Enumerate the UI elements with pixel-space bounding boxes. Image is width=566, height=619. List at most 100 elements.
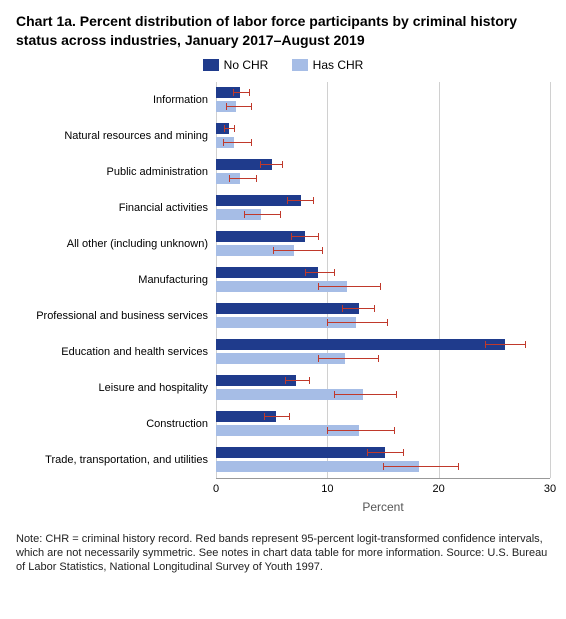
error-cap	[327, 427, 328, 434]
error-cap	[485, 341, 486, 348]
error-cap	[233, 89, 234, 96]
error-bar	[274, 250, 323, 251]
error-cap	[244, 211, 245, 218]
error-cap	[287, 197, 288, 204]
error-cap	[249, 89, 250, 96]
chart-title: Chart 1a. Percent distribution of labor …	[16, 12, 550, 50]
error-cap	[342, 305, 343, 312]
error-cap	[313, 197, 314, 204]
category-row: Professional and business services	[16, 298, 550, 334]
error-cap	[387, 319, 388, 326]
error-cap	[273, 247, 274, 254]
error-bar	[287, 200, 314, 201]
category-row: Trade, transportation, and utilities	[16, 442, 550, 478]
category-row: Natural resources and mining	[16, 118, 550, 154]
bars-cell	[216, 190, 550, 226]
error-cap	[318, 355, 319, 362]
error-cap	[309, 377, 310, 384]
x-axis-title: Percent	[16, 500, 550, 514]
category-label: Financial activities	[16, 202, 216, 214]
error-cap	[458, 463, 459, 470]
category-row: Financial activities	[16, 190, 550, 226]
error-cap	[318, 283, 319, 290]
category-label: Public administration	[16, 166, 216, 178]
category-label: Manufacturing	[16, 274, 216, 286]
error-bar	[383, 466, 459, 467]
legend-label-has-chr: Has CHR	[313, 58, 364, 72]
bars-cell	[216, 298, 550, 334]
error-cap	[334, 269, 335, 276]
x-tick-label: 10	[321, 483, 333, 495]
error-cap	[226, 103, 227, 110]
x-tick-label: 20	[433, 483, 445, 495]
category-row: Leisure and hospitality	[16, 370, 550, 406]
error-cap	[291, 233, 292, 240]
x-axis-plot: 0102030	[216, 478, 550, 498]
bars-cell	[216, 370, 550, 406]
error-bar	[485, 344, 525, 345]
swatch-has-chr	[292, 59, 308, 71]
category-label: Leisure and hospitality	[16, 382, 216, 394]
category-label: All other (including unknown)	[16, 238, 216, 250]
error-cap	[327, 319, 328, 326]
category-label: Professional and business services	[16, 310, 216, 322]
bar-no-chr	[216, 447, 385, 458]
category-label: Trade, transportation, and utilities	[16, 454, 216, 466]
chart-container: Chart 1a. Percent distribution of labor …	[0, 0, 566, 619]
error-cap	[282, 161, 283, 168]
error-cap	[378, 355, 379, 362]
error-cap	[367, 449, 368, 456]
gridline	[550, 82, 551, 478]
error-bar	[225, 128, 235, 129]
error-cap	[260, 161, 261, 168]
chart-note: Note: CHR = criminal history record. Red…	[16, 532, 550, 575]
error-cap	[256, 175, 257, 182]
category-label: Natural resources and mining	[16, 130, 216, 142]
error-cap	[318, 233, 319, 240]
chart-rows: Information Natural resources and mining P…	[16, 82, 550, 478]
error-cap	[525, 341, 526, 348]
error-cap	[251, 103, 252, 110]
error-bar	[261, 164, 283, 165]
error-cap	[334, 391, 335, 398]
legend-has-chr: Has CHR	[292, 58, 364, 72]
error-cap	[403, 449, 404, 456]
error-cap	[229, 175, 230, 182]
error-cap	[234, 125, 235, 132]
error-cap	[396, 391, 397, 398]
error-cap	[305, 269, 306, 276]
category-row: Manufacturing	[16, 262, 550, 298]
error-bar	[245, 214, 281, 215]
error-cap	[223, 139, 224, 146]
error-cap	[251, 139, 252, 146]
error-cap	[285, 377, 286, 384]
bars-cell	[216, 262, 550, 298]
category-row: Construction	[16, 406, 550, 442]
error-bar	[305, 272, 334, 273]
error-bar	[226, 106, 252, 107]
legend: No CHR Has CHR	[16, 58, 550, 74]
category-label: Construction	[16, 418, 216, 430]
error-cap	[380, 283, 381, 290]
error-bar	[292, 236, 319, 237]
bars-cell	[216, 118, 550, 154]
error-bar	[229, 178, 256, 179]
bar-no-chr	[216, 303, 359, 314]
error-bar	[367, 452, 403, 453]
legend-label-no-chr: No CHR	[224, 58, 269, 72]
bars-cell	[216, 334, 550, 370]
x-axis: 0102030	[16, 478, 550, 498]
category-label: Education and health services	[16, 346, 216, 358]
category-row: Information	[16, 82, 550, 118]
bars-cell	[216, 406, 550, 442]
error-bar	[327, 430, 394, 431]
x-tick-label: 0	[213, 483, 219, 495]
category-row: All other (including unknown)	[16, 226, 550, 262]
category-row: Public administration	[16, 154, 550, 190]
bars-cell	[216, 154, 550, 190]
plot-area: Information Natural resources and mining P…	[16, 82, 550, 514]
error-bar	[265, 416, 289, 417]
error-cap	[224, 125, 225, 132]
error-cap	[289, 413, 290, 420]
error-bar	[224, 142, 252, 143]
